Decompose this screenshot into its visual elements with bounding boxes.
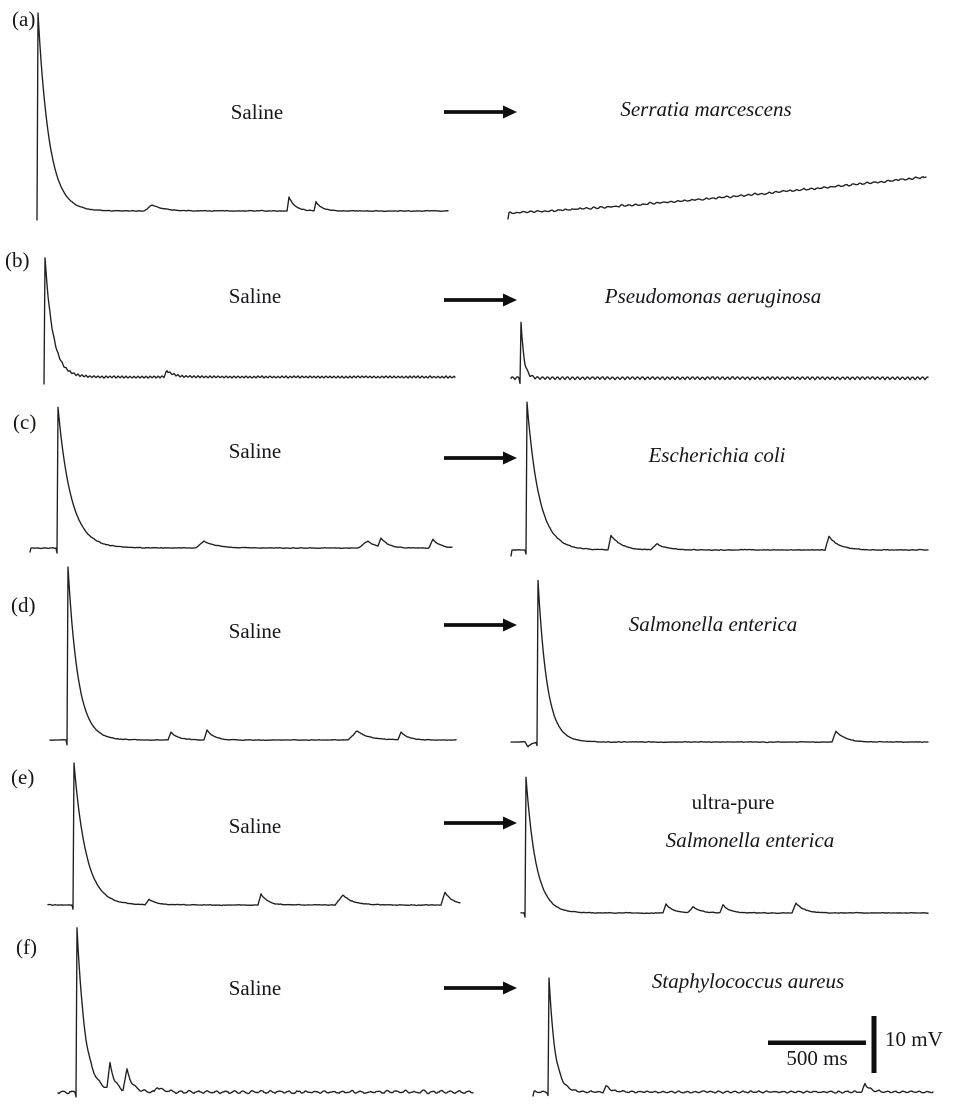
trace-d-salmonella-enterica — [510, 579, 929, 748]
trace-a-serratia-marcescens — [507, 176, 927, 220]
saline-label-d: Saline — [228, 619, 282, 643]
scalebar-time-bar — [768, 1040, 866, 1045]
scalebar-time-label: 500 ms — [786, 1046, 848, 1070]
arrow-icon-a — [444, 105, 517, 119]
trace-f-saline — [57, 927, 474, 1098]
trace-e-saline — [47, 762, 461, 910]
species-label-f: Staphylococcus aureus — [651, 969, 845, 993]
trace-c-escherichia-coli — [510, 401, 929, 557]
saline-label-f: Saline — [228, 976, 282, 1000]
trace-f-staphylococcus-aureus — [532, 977, 934, 1097]
scalebar-voltage-label: 10 mV — [885, 1027, 943, 1051]
saline-label-a: Saline — [230, 100, 284, 124]
saline-label-b: Saline — [228, 284, 282, 308]
trace-d-saline — [49, 566, 457, 746]
trace-a-saline — [36, 12, 449, 221]
panel-label-d: (d) — [11, 593, 36, 617]
ultrapure-label-e: ultra-pure — [691, 790, 775, 814]
panel-label-e: (e) — [11, 765, 35, 789]
panel-label-a: (a) — [12, 7, 36, 31]
trace-e-ultrapure-salmonella-enterica — [520, 776, 929, 918]
saline-label-e: Saline — [228, 814, 282, 838]
panel-label-f: (f) — [16, 935, 37, 959]
saline-label-c: Saline — [228, 439, 282, 463]
arrow-icon-f — [444, 981, 517, 995]
arrow-icon-d — [444, 618, 517, 632]
species-label-a: Serratia marcescens — [620, 97, 792, 121]
species-label-b: Pseudomonas aeruginosa — [604, 284, 822, 308]
arrow-icon-c — [444, 451, 517, 465]
species-label-e: Salmonella enterica — [665, 828, 835, 852]
trace-b-saline — [43, 257, 456, 385]
panel-label-b: (b) — [5, 248, 30, 272]
trace-b-pseudomonas-aeruginosa — [510, 321, 929, 385]
arrow-icon-e — [444, 816, 517, 830]
panel-label-c: (c) — [13, 410, 37, 434]
trace-c-saline — [29, 406, 453, 554]
arrow-icon-b — [444, 293, 517, 307]
scalebar-voltage-bar — [871, 1016, 877, 1073]
species-label-d: Salmonella enterica — [628, 612, 798, 636]
species-label-c: Escherichia coli — [648, 443, 786, 467]
